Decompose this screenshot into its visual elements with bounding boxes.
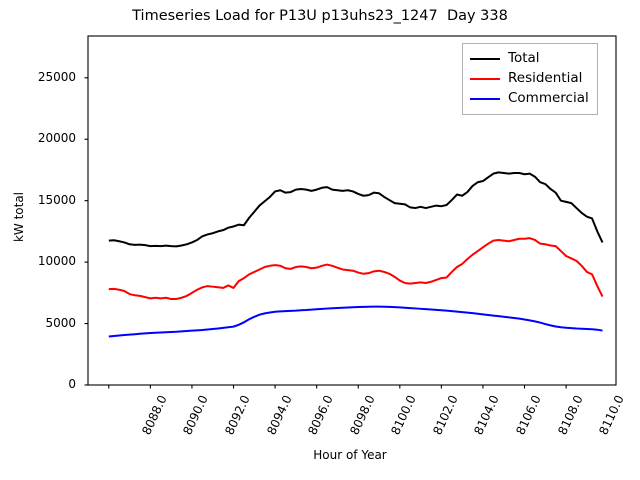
legend-color-swatch bbox=[470, 58, 500, 60]
legend-label: Residential bbox=[508, 70, 583, 87]
y-tick-label: 5000 bbox=[45, 315, 76, 330]
legend-color-swatch bbox=[470, 78, 500, 80]
y-tick-label: 0 bbox=[68, 377, 76, 391]
legend-item: Residential bbox=[470, 69, 589, 89]
series-line-total bbox=[108, 171, 604, 248]
legend-label: Total bbox=[508, 50, 540, 67]
y-axis-label: kW total bbox=[12, 191, 26, 243]
y-tick-label: 20000 bbox=[37, 131, 76, 146]
y-tick-label: 15000 bbox=[37, 192, 76, 207]
legend-item: Commercial bbox=[470, 89, 589, 109]
chart-legend: Total Residential Commercial bbox=[462, 43, 598, 115]
y-tick-label: 25000 bbox=[37, 69, 76, 84]
y-tick-label: 10000 bbox=[37, 254, 76, 269]
series-line-residential bbox=[108, 237, 604, 300]
plot-frame bbox=[87, 35, 617, 386]
legend-color-swatch bbox=[470, 98, 500, 100]
x-axis-label: Hour of Year bbox=[313, 448, 387, 462]
legend-label: Commercial bbox=[508, 90, 589, 107]
legend-item: Total bbox=[470, 49, 589, 69]
series-line-commercial bbox=[108, 305, 603, 338]
chart-title: Timeseries Load for P13U p13uhs23_1247 D… bbox=[132, 8, 508, 24]
